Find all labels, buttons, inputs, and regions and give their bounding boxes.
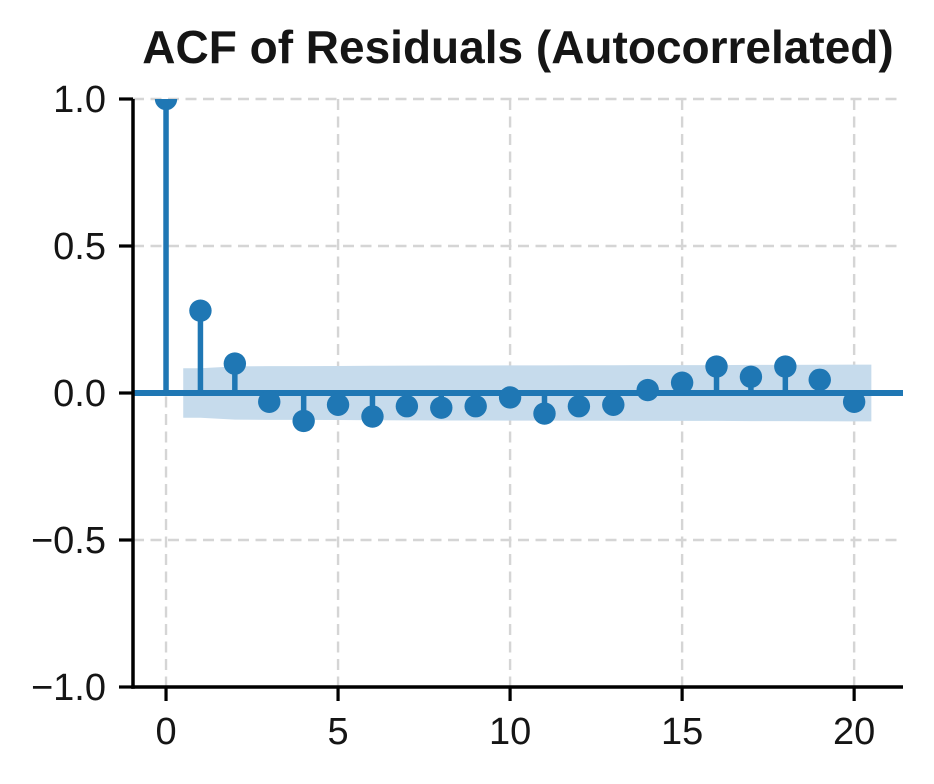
marker-lag-5 [326,393,350,416]
y-tick-label: 0.0 [53,373,106,415]
y-tick-label: 1.0 [53,79,106,121]
x-tick-label: 0 [155,711,176,753]
marker-lag-17 [739,365,763,389]
marker-lag-1 [189,299,212,322]
marker-lag-19 [808,368,831,391]
y-tick-label: −0.5 [31,520,106,562]
marker-lag-8 [430,396,453,419]
marker-lag-14 [636,378,659,402]
marker-lag-12 [567,395,591,418]
x-tick-label: 5 [327,711,348,753]
marker-lag-13 [602,393,625,416]
marker-lag-11 [533,402,556,425]
marker-lag-6 [361,405,384,428]
marker-lag-0 [154,99,178,111]
marker-lag-15 [670,371,694,394]
acf-series [154,99,866,433]
marker-lag-10 [498,386,522,409]
marker-lag-2 [223,352,247,375]
x-tick-label: 10 [489,711,531,753]
y-tick-label: 0.5 [53,226,106,268]
x-tick-label: 20 [833,711,875,753]
chart-title: ACF of Residuals (Autocorrelated) [142,21,893,73]
marker-lag-16 [705,355,728,378]
x-tick-label: 15 [661,711,703,753]
marker-lag-9 [464,395,487,418]
marker-lag-3 [258,390,281,414]
marker-lag-7 [395,395,419,418]
marker-lag-4 [292,409,315,433]
y-tick-label: −1.0 [31,667,106,709]
marker-lag-20 [842,390,866,414]
marker-lag-18 [774,355,797,378]
